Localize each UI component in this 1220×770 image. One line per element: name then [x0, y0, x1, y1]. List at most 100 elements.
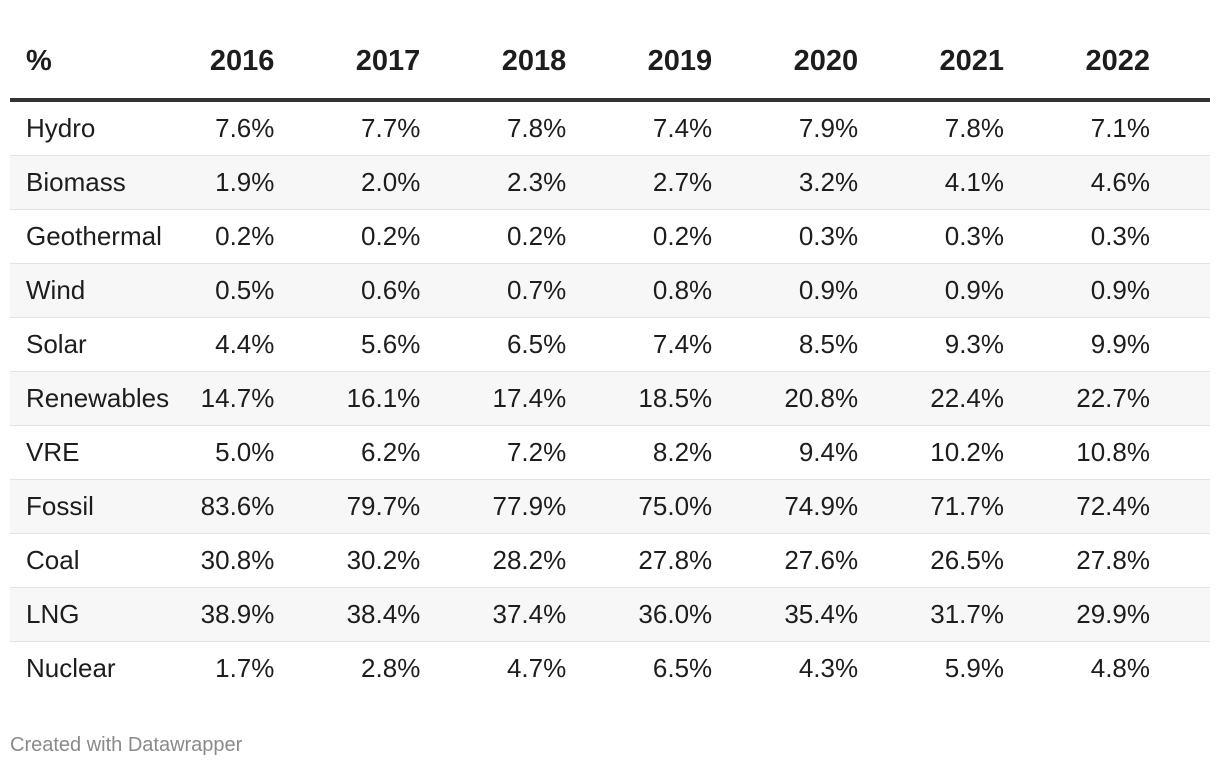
header-row: % 2016 2017 2018 2019 2020 2021 2022	[10, 0, 1210, 102]
table-cell: 7.1%	[1064, 100, 1210, 156]
table-cell: 10.8%	[1064, 425, 1210, 480]
corner-header: %	[10, 0, 189, 102]
table-cell: 0.3%	[918, 209, 1064, 264]
table-cell: 2.0%	[334, 155, 481, 210]
row-label: Coal	[10, 533, 189, 588]
table-cell: 0.6%	[334, 263, 481, 318]
table-cell: 5.0%	[188, 425, 335, 480]
table-cell: 14.7%	[188, 371, 335, 426]
row-label: Geothermal	[10, 209, 189, 264]
table-cell: 30.2%	[334, 533, 481, 588]
table-cell: 10.2%	[918, 425, 1064, 480]
table-cell: 7.4%	[626, 317, 773, 372]
table-cell: 6.2%	[334, 425, 481, 480]
row-label: LNG	[10, 587, 189, 642]
table-cell: 0.9%	[1064, 263, 1210, 318]
table-cell: 4.4%	[188, 317, 335, 372]
table-cell: 20.8%	[772, 371, 919, 426]
column-header-2016: 2016	[188, 0, 335, 102]
table-cell: 17.4%	[480, 371, 627, 426]
column-header-label: 2018	[501, 45, 567, 77]
table-cell: 3.2%	[772, 155, 919, 210]
table-cell: 7.8%	[480, 100, 627, 156]
table-cell: 4.1%	[918, 155, 1064, 210]
table-cell: 27.8%	[1064, 533, 1210, 588]
table-cell: 37.4%	[480, 587, 627, 642]
column-header-2018: 2018	[480, 0, 627, 102]
footer-credit[interactable]: Created with Datawrapper	[10, 734, 243, 756]
table-cell: 0.2%	[188, 209, 335, 264]
table-cell: 74.9%	[772, 479, 919, 534]
table-cell: 75.0%	[626, 479, 773, 534]
table-cell: 22.7%	[1064, 371, 1210, 426]
column-header-label: 2019	[647, 45, 713, 77]
column-header-label: 2020	[793, 45, 859, 77]
row-label: Hydro	[10, 100, 189, 156]
column-header-2020: 2020	[772, 0, 919, 102]
table-cell: 79.7%	[334, 479, 481, 534]
table-row: Solar 4.4% 5.6% 6.5% 7.4% 8.5% 9.3% 9.9%	[10, 317, 1210, 372]
table-cell: 27.6%	[772, 533, 919, 588]
column-header-2021: 2021	[918, 0, 1064, 102]
table-cell: 36.0%	[626, 587, 773, 642]
table-cell: 16.1%	[334, 371, 481, 426]
table-cell: 4.7%	[506, 653, 567, 683]
table-cell: 29.9%	[1064, 587, 1210, 642]
table-cell: 7.8%	[918, 100, 1064, 156]
table-cell: 9.4%	[772, 425, 919, 480]
column-header-2017: 2017	[334, 0, 481, 102]
column-header-label: 2021	[939, 45, 1004, 77]
data-table-container: % 2016 2017 2018 2019 2020 2021 2022 Hydro 7.6%…	[10, 0, 1210, 695]
column-header-label: 2016	[209, 45, 275, 77]
table-cell: 8.2%	[626, 425, 773, 480]
table-cell: 26.5%	[918, 533, 1064, 588]
table-row: Geothermal 0.2% 0.2% 0.2% 0.2% 0.3% 0.3% 0.3%	[10, 209, 1210, 264]
table-cell: 38.4%	[334, 587, 481, 642]
row-label: Solar	[10, 317, 189, 372]
table-cell: 83.6%	[188, 479, 335, 534]
column-header-2022: 2022	[1064, 0, 1210, 102]
table-cell: 38.9%	[188, 587, 335, 642]
column-header-label: 2022	[1085, 45, 1150, 77]
table-row: LNG 38.9% 38.4% 37.4% 36.0% 35.4% 31.7% 29.9%	[10, 587, 1210, 642]
table-cell: 71.7%	[918, 479, 1064, 534]
table-cell: 27.8%	[626, 533, 773, 588]
table-cell: 4.6%	[1064, 155, 1210, 210]
table-cell: 1.9%	[188, 155, 335, 210]
table-cell: 7.7%	[334, 100, 481, 156]
table-cell: 7.2%	[480, 425, 627, 480]
table-cell: 35.4%	[772, 587, 919, 642]
table-cell: 2.3%	[480, 155, 627, 210]
row-label: Renewables	[10, 371, 189, 426]
table-cell: 28.2%	[480, 533, 627, 588]
table-cell: 18.5%	[626, 371, 773, 426]
table-cell: 4.3%	[798, 653, 859, 683]
table-body: Hydro 7.6% 7.7% 7.8% 7.4% 7.9% 7.8% 7.1% Biomass…	[10, 100, 1210, 695]
table-cell: 0.2%	[480, 209, 627, 264]
table-row: Coal 30.8% 30.2% 28.2% 27.8% 27.6% 26.5% 27.8%	[10, 533, 1210, 588]
table-row: VRE 5.0% 6.2% 7.2% 8.2% 9.4% 10.2% 10.8%	[10, 425, 1210, 480]
table-cell: 0.3%	[772, 209, 919, 264]
table-cell: 8.5%	[772, 317, 919, 372]
table-cell: 0.5%	[188, 263, 335, 318]
table-cell: 5.9%	[944, 653, 1004, 683]
row-label: Biomass	[10, 155, 189, 210]
table-cell: 31.7%	[918, 587, 1064, 642]
table-cell: 22.4%	[918, 371, 1064, 426]
table-row: Hydro 7.6% 7.7% 7.8% 7.4% 7.9% 7.8% 7.1%	[10, 100, 1210, 156]
table-cell: 9.9%	[1064, 317, 1210, 372]
table-cell: 5.6%	[334, 317, 481, 372]
table-cell: 0.3%	[1064, 209, 1210, 264]
table-cell: 0.7%	[480, 263, 627, 318]
table-cell: 6.5%	[652, 653, 713, 683]
table-cell: 9.3%	[918, 317, 1064, 372]
table-row: Biomass 1.9% 2.0% 2.3% 2.7% 3.2% 4.1% 4.6%	[10, 155, 1210, 210]
table-cell: 0.8%	[626, 263, 773, 318]
column-header-2019: 2019	[626, 0, 773, 102]
row-label: Nuclear	[26, 653, 116, 683]
table-cell: 7.4%	[626, 100, 773, 156]
row-label: Wind	[10, 263, 189, 318]
table-row: Wind 0.5% 0.6% 0.7% 0.8% 0.9% 0.9% 0.9%	[10, 263, 1210, 318]
table-cell: 4.8%	[1090, 653, 1150, 683]
table-cell: 0.9%	[772, 263, 919, 318]
